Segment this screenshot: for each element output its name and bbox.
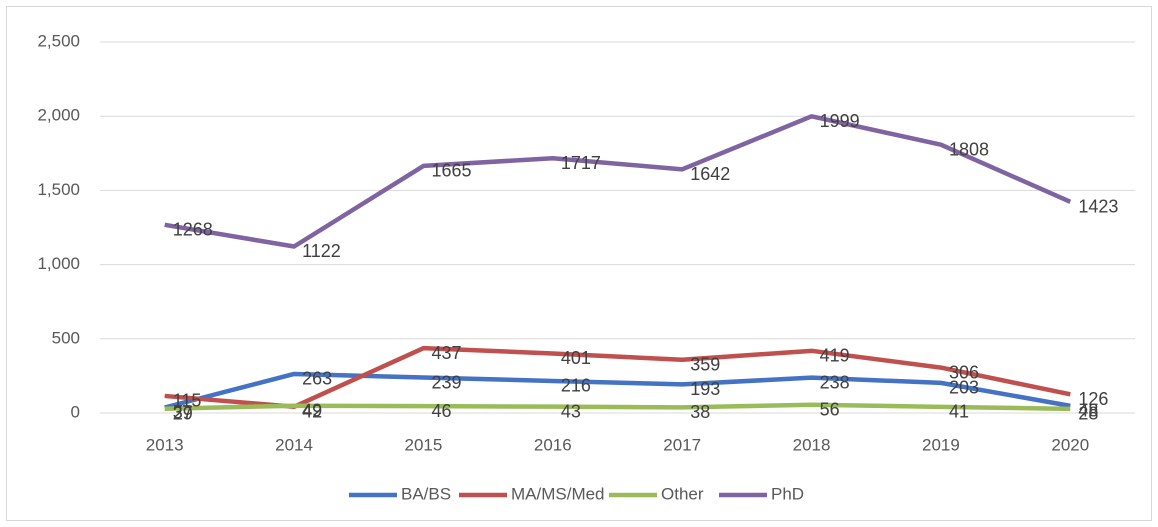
data-label: 1717 bbox=[561, 153, 601, 173]
data-label: 263 bbox=[302, 369, 332, 389]
series-line bbox=[164, 402, 1071, 412]
data-label: 419 bbox=[820, 346, 850, 366]
data-label: 1642 bbox=[690, 164, 730, 184]
data-label: 359 bbox=[690, 354, 720, 374]
data-label: 43 bbox=[561, 401, 581, 421]
x-tick-label: 2016 bbox=[534, 435, 572, 454]
data-label: 49 bbox=[302, 400, 322, 420]
x-tick-label: 2014 bbox=[275, 435, 313, 454]
data-label: 238 bbox=[820, 372, 850, 392]
data-label: 46 bbox=[431, 401, 451, 421]
data-label: 38 bbox=[690, 402, 710, 422]
data-label: 1999 bbox=[820, 111, 860, 131]
data-label: 28 bbox=[1078, 404, 1098, 424]
data-label: 1268 bbox=[173, 220, 213, 240]
data-label: 1122 bbox=[302, 241, 341, 261]
x-tick-label: 2017 bbox=[663, 435, 701, 454]
data-label: 437 bbox=[431, 343, 461, 363]
y-tick-label: 2,000 bbox=[37, 106, 80, 125]
data-label: 37 bbox=[173, 402, 193, 422]
data-label: 203 bbox=[949, 378, 979, 398]
data-label: 41 bbox=[949, 402, 969, 422]
y-tick-label: 500 bbox=[52, 328, 80, 347]
y-tick-label: 0 bbox=[71, 402, 80, 421]
series-line bbox=[164, 345, 1071, 410]
data-label: 1665 bbox=[431, 161, 471, 181]
data-label: 239 bbox=[431, 372, 461, 392]
data-label: 42 bbox=[302, 402, 322, 422]
data-label: 115 bbox=[173, 391, 202, 411]
data-label: 29 bbox=[173, 403, 193, 423]
series-line bbox=[164, 371, 1071, 410]
legend-label: Other bbox=[661, 484, 704, 503]
x-tick-label: 2013 bbox=[146, 435, 184, 454]
legend-label: BA/BS bbox=[401, 484, 451, 503]
data-label: 306 bbox=[949, 362, 979, 382]
data-label: 56 bbox=[820, 399, 840, 419]
data-label: 48 bbox=[1078, 401, 1098, 421]
y-tick-label: 1,000 bbox=[37, 254, 80, 273]
data-label: 1808 bbox=[949, 139, 989, 159]
data-label: 126 bbox=[1078, 389, 1108, 409]
x-tick-label: 2015 bbox=[405, 435, 443, 454]
chart-border bbox=[6, 6, 1152, 521]
y-tick-label: 1,500 bbox=[37, 180, 80, 199]
data-label: 401 bbox=[561, 348, 591, 368]
legend-label: PhD bbox=[771, 484, 804, 503]
x-tick-label: 2018 bbox=[793, 435, 831, 454]
legend-label: MA/MS/Med bbox=[511, 484, 605, 503]
data-label: 216 bbox=[561, 376, 591, 396]
y-tick-label: 2,500 bbox=[37, 31, 80, 50]
series-line bbox=[164, 114, 1072, 249]
x-tick-label: 2019 bbox=[922, 435, 960, 454]
data-label: 193 bbox=[690, 379, 720, 399]
data-label: 1423 bbox=[1078, 197, 1118, 217]
x-tick-label: 2020 bbox=[1051, 435, 1089, 454]
